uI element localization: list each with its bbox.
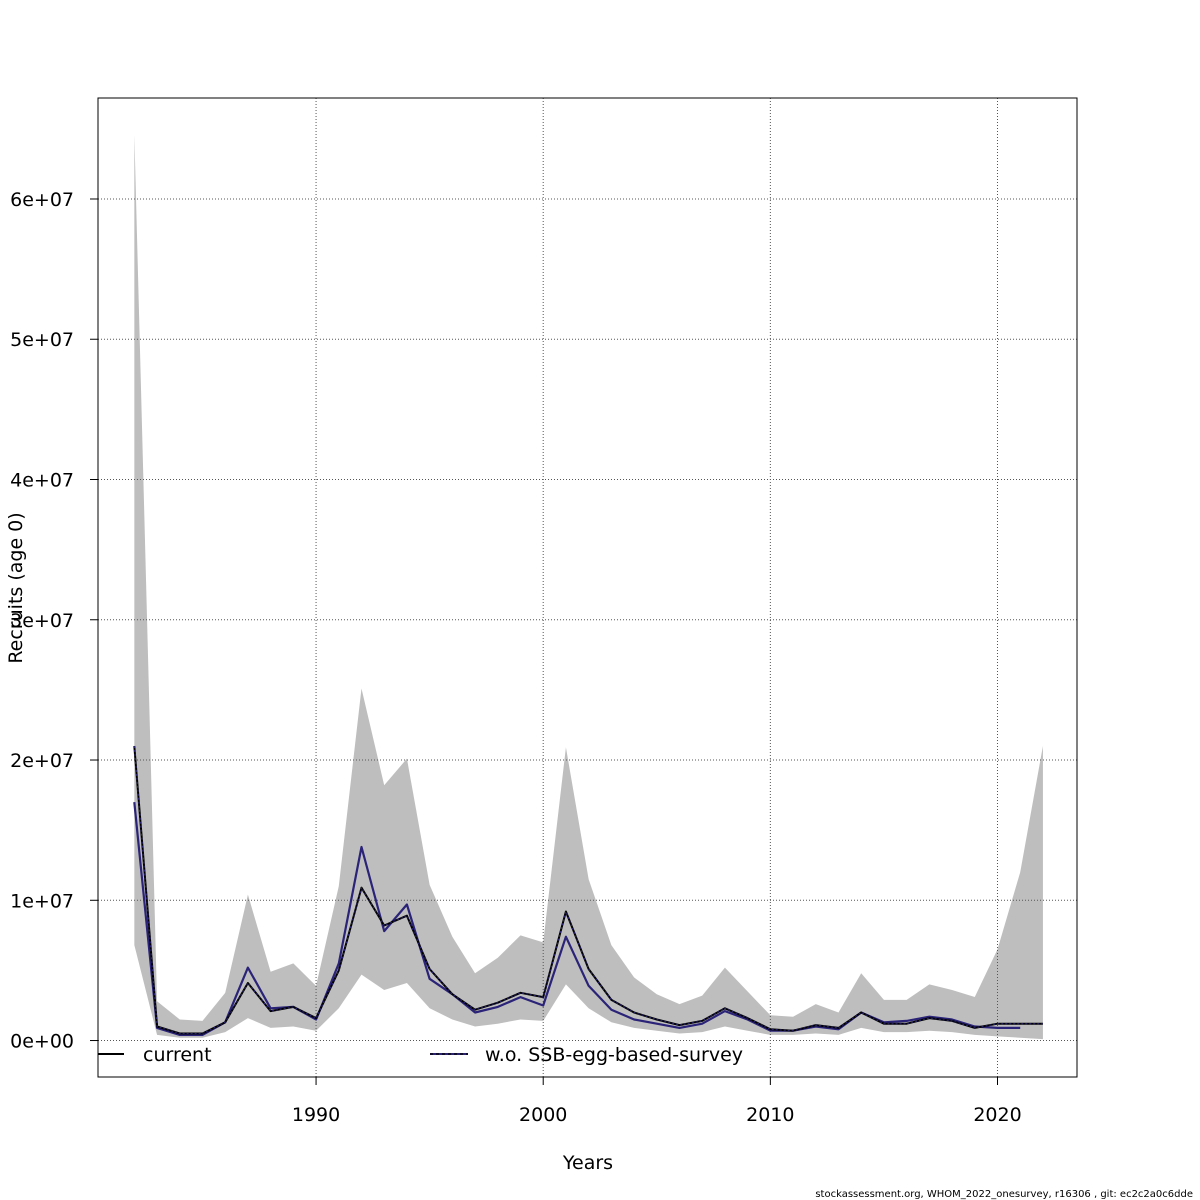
y-tick-label-2: 2e+07 [10,750,74,772]
y-tick-label-6: 6e+07 [10,189,74,211]
plot-frame [97,97,1078,1078]
y-tick-label-3: 3e+07 [10,610,74,632]
y-axis-title: Recruits (age 0) [5,512,27,663]
confidence-band [134,134,1043,1040]
axes-layer: 1990 2000 2010 2020 0e+00 1e+07 2e+07 3e+07 4e+0… [10,189,1022,1126]
legend: current w.o. SSB-egg-based-survey [98,1044,743,1066]
legend-alt-label: w.o. SSB-egg-based-survey [485,1044,743,1066]
series-lines-layer [133,745,1043,1036]
series-line-current-dash [133,745,1043,1034]
legend-current-label: current [143,1044,212,1066]
y-tick-label-1: 1e+07 [10,890,74,912]
x-tick-label-2000: 2000 [519,1104,567,1126]
y-tick-label-5: 5e+07 [10,329,74,351]
x-tick-label-1990: 1990 [292,1104,340,1126]
y-tick-label-0: 0e+00 [10,1031,74,1053]
grid-layer [98,98,1077,1077]
x-tick-label-2010: 2010 [746,1104,794,1126]
x-tick-label-2020: 2020 [973,1104,1021,1126]
x-axis-title: Years [562,1152,613,1174]
footer-credit: stockassessment.org, WHOM_2022_onesurvey… [815,1189,1193,1200]
y-tick-label-4: 4e+07 [10,470,74,492]
confidence-band-layer [134,134,1043,1040]
